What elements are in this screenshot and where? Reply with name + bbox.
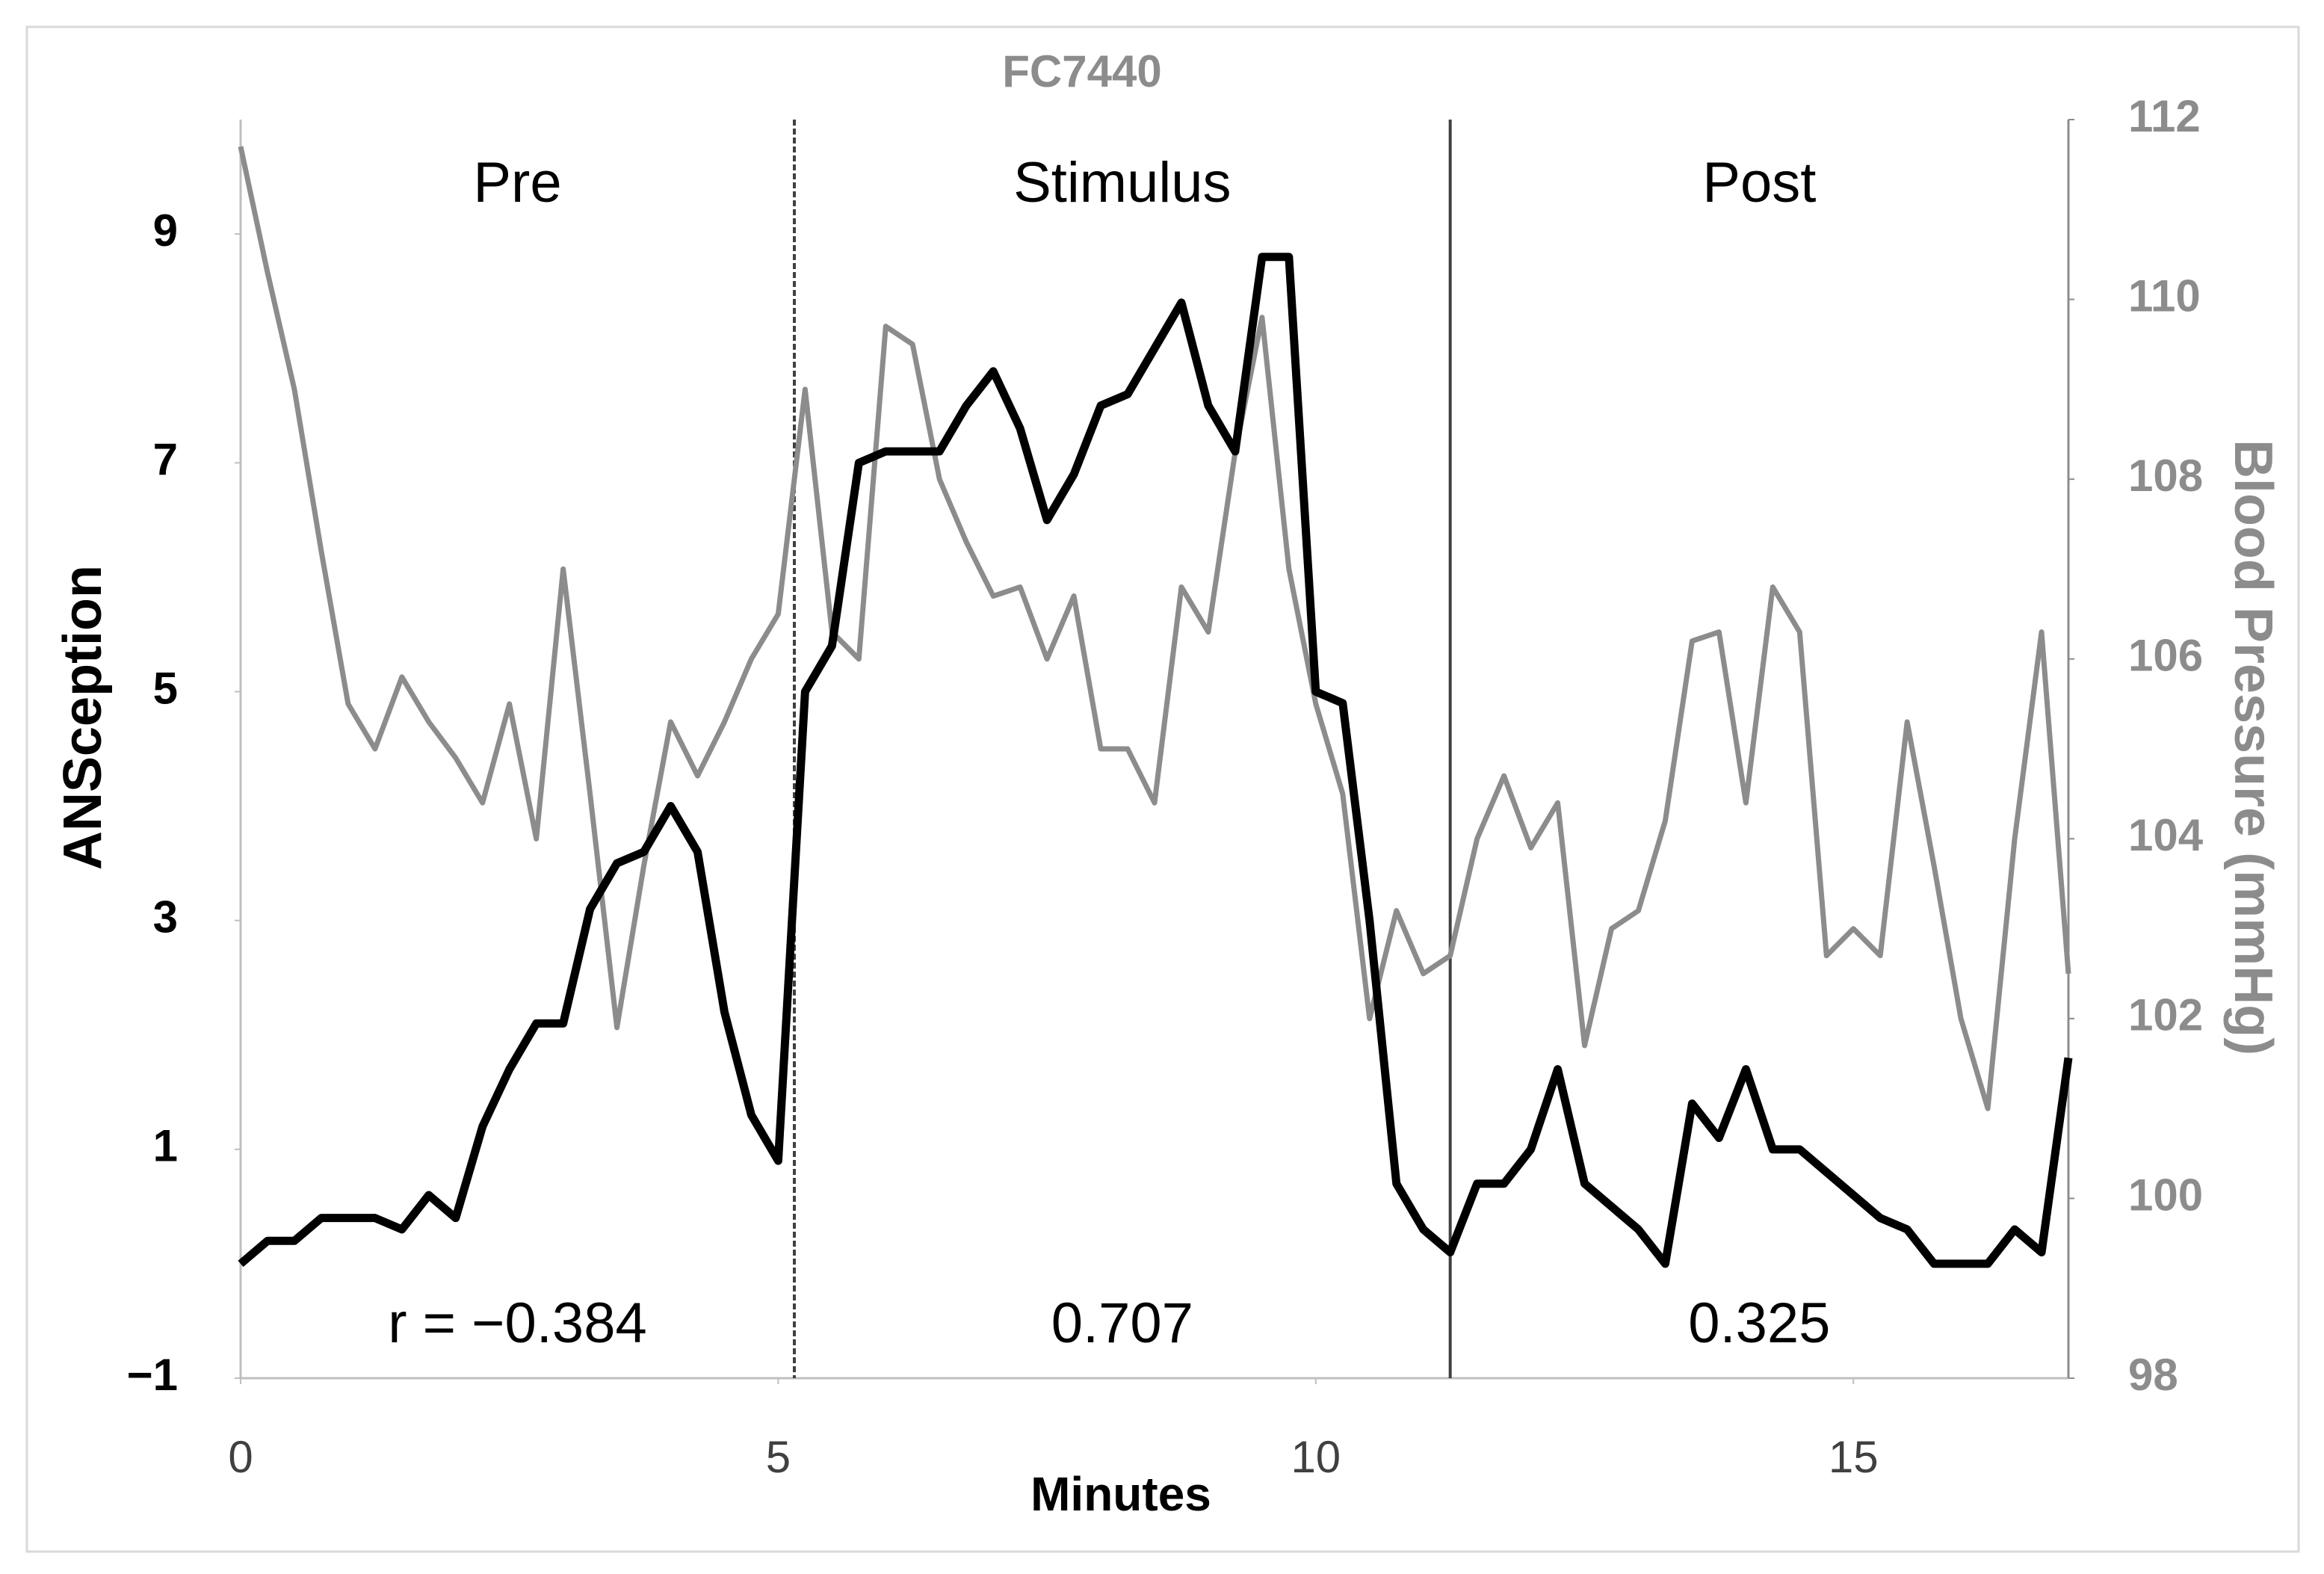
x-tick-label: 10: [1291, 1432, 1341, 1482]
y2-tick-label: 110: [2128, 271, 2201, 321]
y-tick-label: 7: [153, 434, 178, 484]
y2-axis-label: Blood Pressure (mmHg): [2223, 439, 2283, 1055]
y-tick-label: −1: [127, 1350, 178, 1400]
y-axis-label: ANSception: [53, 565, 113, 870]
x-tick-label: 15: [1829, 1432, 1879, 1482]
correlation-label: 0.325: [1688, 1291, 1830, 1355]
y-tick-label: 5: [153, 663, 178, 713]
y2-tick-label: 112: [2128, 91, 2201, 141]
data-line: [238, 253, 2073, 1268]
phase-label: Stimulus: [1013, 151, 1231, 215]
x-tick-label: 0: [228, 1432, 253, 1482]
phase-label: Pre: [473, 151, 561, 215]
y2-tick-label: 98: [2128, 1350, 2178, 1400]
y-tick-label: 9: [153, 206, 178, 256]
y2-tick-label: 104: [2128, 810, 2204, 860]
correlation-label: 0.707: [1051, 1291, 1193, 1355]
y-tick-label: 3: [153, 892, 178, 942]
y-tick-label: 1: [153, 1121, 178, 1171]
data-line: [238, 146, 2071, 1111]
y2-tick-label: 108: [2128, 451, 2203, 501]
y2-tick-label: 102: [2128, 990, 2203, 1040]
x-tick-label: 5: [766, 1432, 791, 1482]
y2-tick-label: 100: [2128, 1170, 2203, 1220]
x-axis-label: Minutes: [1030, 1467, 1211, 1521]
correlation-label: r = −0.384: [388, 1291, 647, 1355]
chart-title: FC7440: [1002, 46, 1161, 96]
y2-tick-label: 106: [2128, 631, 2203, 681]
phase-label: Post: [1702, 151, 1816, 215]
